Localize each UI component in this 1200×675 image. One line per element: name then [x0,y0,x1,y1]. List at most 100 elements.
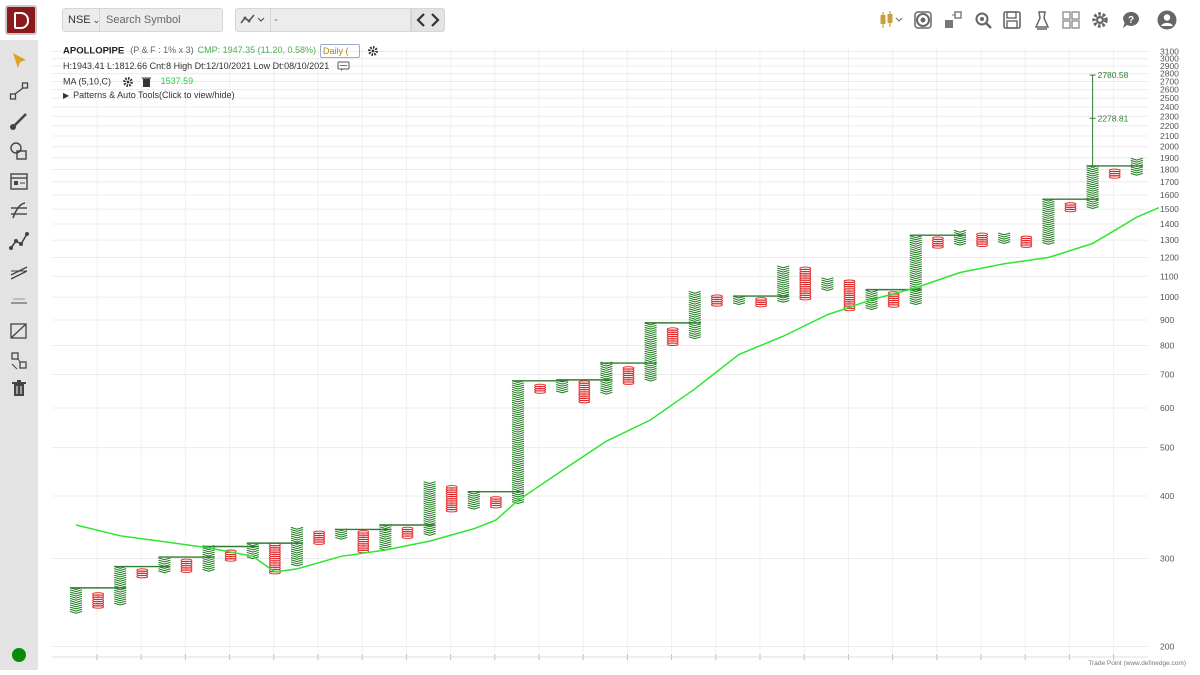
x-column [953,229,967,246]
fib-icon[interactable] [8,200,30,222]
y-tick-label: 2800 [1160,69,1179,79]
x-column [688,290,701,340]
o-column [136,568,149,579]
exchange-select[interactable]: NSE ⌄ [62,8,100,32]
gear-icon[interactable] [1089,9,1111,31]
o-column [357,530,370,554]
o-column [755,297,768,308]
x-column [290,526,304,567]
y-tick-label: 3000 [1160,54,1179,64]
shapes-icon[interactable] [8,140,30,162]
projection-icon[interactable] [8,320,30,342]
app-logo[interactable] [5,5,37,35]
o-column [843,279,856,312]
y-tick-label: 500 [1160,443,1174,453]
patterns-label: Patterns & Auto Tools(Click to view/hide… [73,90,235,100]
lab-icon[interactable] [1031,9,1053,31]
o-column [534,383,547,394]
y-tick-label: 2500 [1160,93,1179,103]
x-column [998,232,1011,244]
brush-icon[interactable] [8,110,30,132]
y-tick-label: 2900 [1160,61,1179,71]
candlestick-icon[interactable] [878,9,903,31]
o-column [313,530,326,545]
y-tick-label: 1000 [1160,292,1179,302]
y-tick-label: 3100 [1160,46,1179,56]
pnf-chart[interactable]: 200 300 400 500 600 700 800 900 1000 1100 1200 1300… [38,40,1200,675]
o-column [976,232,989,247]
o-column [666,327,679,346]
gridlines [52,48,1148,660]
x-column [1042,198,1055,245]
search-input[interactable] [100,8,223,32]
x-column [423,481,436,536]
channel-icon[interactable] [8,260,30,282]
ma-label: MA (5,10,C) [63,76,112,87]
o-column [710,294,723,307]
pattern-icon[interactable] [8,230,30,252]
symbol-info-line: APOLLOPIPE (P & F : 1% x 3) CMP: 1947.35 (… [63,44,379,58]
y-tick-label: 300 [1160,553,1174,563]
o-column [401,526,414,539]
ma-line-series [75,206,1160,573]
o-column [931,236,944,249]
x-column [821,277,834,291]
calendar-icon[interactable] [8,170,30,192]
trendline-icon[interactable] [8,80,30,102]
compare-symbol-field[interactable]: - [271,8,411,32]
connection-status-dot [12,648,26,662]
o-column [578,380,591,404]
x-column [644,322,657,382]
o-column [92,592,105,609]
magnet-icon[interactable] [8,350,30,372]
x-column [732,295,746,306]
y-tick-label: 200 [1160,642,1174,652]
y-tick-label: 1500 [1160,204,1179,214]
o-column [268,542,281,575]
comment-icon[interactable] [337,61,350,72]
symbol-name: APOLLOPIPE [63,45,125,57]
target-label: 2278.81 [1098,113,1129,123]
timeframe-select[interactable]: Daily ( [320,44,360,58]
ma-line: MA (5,10,C) 1537.59 [63,76,193,88]
x-column [1086,165,1099,209]
y-tick-label: 2600 [1160,85,1179,95]
x-column [1130,157,1143,176]
y-tick-label: 2200 [1160,121,1179,131]
save-icon[interactable] [1001,9,1023,31]
exchange-label: NSE [68,14,91,26]
x-column [114,566,127,606]
x-column [556,379,569,394]
trash-icon[interactable] [8,378,30,400]
ma-delete-icon[interactable] [141,76,152,88]
x-column [335,528,348,540]
x-column [777,265,790,303]
layout-icon[interactable] [942,9,964,31]
patterns-toggle[interactable]: ▶ Patterns & Auto Tools(Click to view/hid… [63,90,235,100]
x-column [379,524,392,551]
chart-area[interactable]: 200 300 400 500 600 700 800 900 1000 1100 1200 1300… [38,40,1200,675]
y-tick-label: 1600 [1160,190,1179,200]
o-column [180,558,193,573]
scanner-icon[interactable] [972,9,994,31]
y-tick-label: 2400 [1160,102,1179,112]
o-column [489,496,502,509]
chart-type-button[interactable] [235,8,271,32]
camera-icon[interactable] [912,9,934,31]
nav-arrows-button[interactable] [411,8,445,32]
measure-icon[interactable] [8,290,30,312]
o-column [445,485,458,513]
cursor-icon[interactable] [8,50,30,72]
help-icon[interactable]: ? [1120,9,1142,31]
o-column [1064,202,1077,213]
x-column [69,587,83,614]
user-icon[interactable] [1156,9,1178,31]
settings-gear-icon[interactable] [367,45,379,57]
y-tick-label: 1200 [1160,253,1179,263]
y-tick-label: 600 [1160,403,1174,413]
y-tick-label: 700 [1160,370,1174,380]
ma-settings-icon[interactable] [122,76,134,88]
grid-icon[interactable] [1060,9,1082,31]
o-column [1020,235,1033,248]
